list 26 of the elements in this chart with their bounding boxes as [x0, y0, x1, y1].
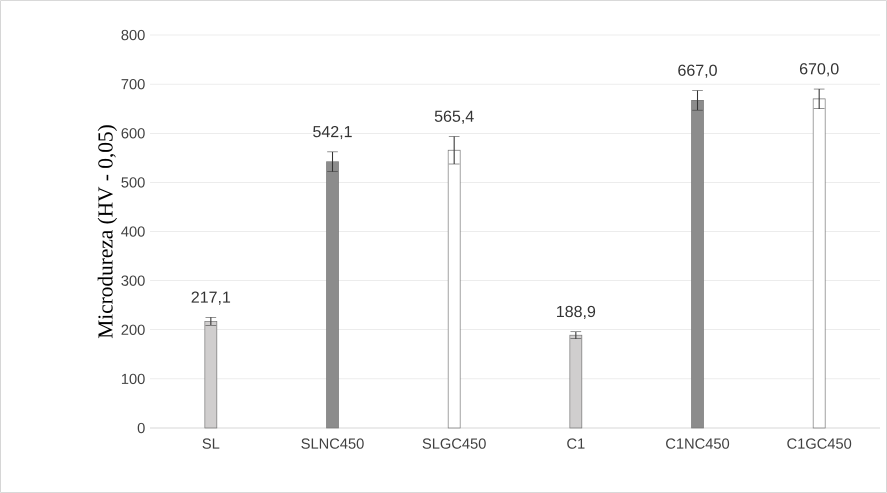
x-tick-label: C1	[567, 438, 584, 449]
y-tick-label: 300	[121, 275, 145, 286]
data-label: 217,1	[192, 292, 230, 305]
x-tick-label: SLNC450	[301, 438, 364, 449]
x-tick-label: SL	[202, 438, 220, 449]
x-tick-label: C1GC450	[787, 438, 852, 449]
y-axis-title: Microdureza (HV - 0,05)	[98, 125, 117, 338]
y-tick-label: 800	[121, 30, 145, 40]
y-tick-label: 100	[122, 374, 145, 384]
bar	[691, 100, 704, 428]
data-label: 188,9	[557, 306, 596, 320]
y-tick-label: 500	[121, 177, 145, 188]
data-label: 542,1	[313, 126, 352, 140]
y-tick-label: 0	[138, 422, 145, 434]
bar	[812, 98, 826, 428]
data-label: 670,0	[800, 63, 839, 76]
y-tick-label: 700	[122, 78, 145, 90]
y-tick-label: 400	[121, 226, 145, 237]
data-label: 667,0	[678, 64, 717, 78]
y-tick-label: 200	[122, 324, 145, 335]
y-tick-label: 600	[122, 128, 145, 138]
x-tick-label: C1NC450	[666, 438, 730, 449]
bar	[326, 161, 339, 428]
data-label: 565,4	[434, 110, 474, 124]
bar	[448, 150, 461, 428]
x-tick-label: SLGC450	[422, 438, 486, 449]
